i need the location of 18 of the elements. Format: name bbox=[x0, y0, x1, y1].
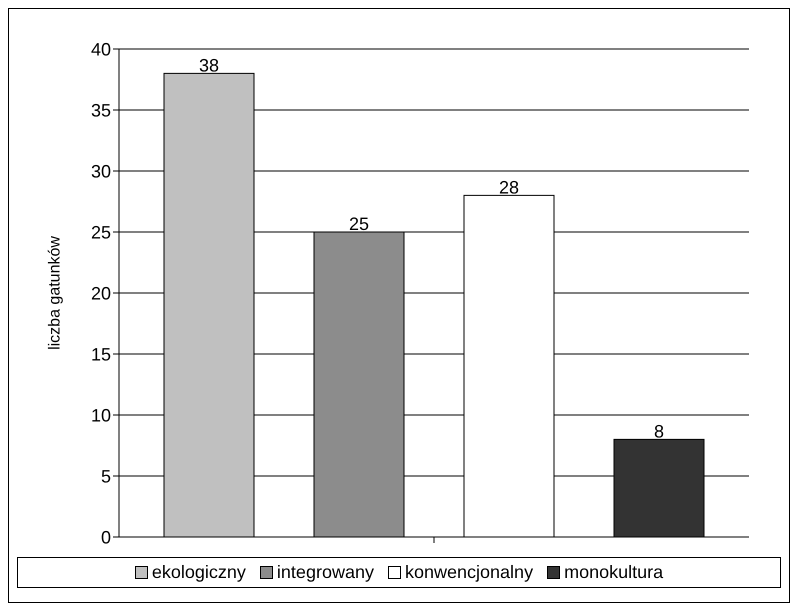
y-tick-label: 15 bbox=[90, 344, 111, 364]
legend-label: ekologiczny bbox=[152, 562, 246, 583]
data-label: 25 bbox=[348, 214, 370, 234]
y-tick-label: 35 bbox=[90, 100, 111, 120]
y-tick-label: 10 bbox=[90, 405, 111, 426]
data-label: 28 bbox=[498, 177, 520, 198]
data-label: 8 bbox=[654, 421, 664, 442]
y-tick-label: 30 bbox=[90, 161, 111, 182]
y-tick-label: 25 bbox=[90, 222, 111, 242]
y-axis-title: liczba gatunków bbox=[46, 236, 64, 350]
legend-label: integrowany bbox=[276, 562, 374, 583]
y-tick-label: 0 bbox=[100, 527, 111, 548]
legend-label: konwencjonalny bbox=[404, 562, 534, 583]
y-tick-label: 20 bbox=[90, 283, 111, 304]
y-tick-label: 5 bbox=[100, 466, 111, 486]
data-label: 38 bbox=[198, 55, 220, 76]
legend-label: monokultura bbox=[564, 562, 664, 583]
y-tick-label: 40 bbox=[90, 39, 111, 60]
